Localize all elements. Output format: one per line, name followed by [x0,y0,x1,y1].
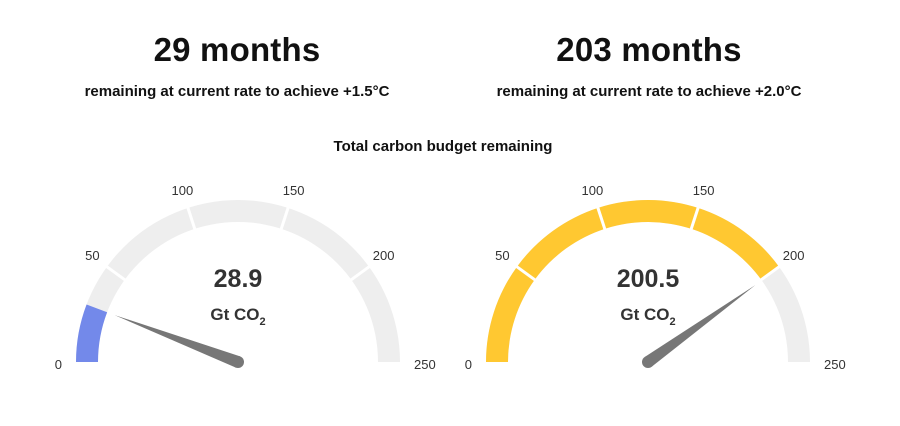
months-remaining-1p5: 29 months [153,31,321,68]
gauge-fill [486,200,780,362]
gauge-needle-hub [232,356,244,368]
gauge-tick-label: 100 [582,183,604,198]
gauge-tick-label: 200 [783,248,805,263]
gauge-tick-label: 250 [414,357,436,372]
gauge-needle [114,315,241,368]
gauge-tick-divider [759,264,781,282]
left-panel: 29 months remaining at current rate to a… [22,0,452,101]
gauge-tick-label: 200 [373,248,395,263]
gauge-needle-hub [642,356,654,368]
gauge-tick-divider [689,206,700,231]
months-description-2p0: remaining at current rate to achieve +2.… [496,83,802,100]
gauge-value-label: 200.5 [617,265,680,293]
gauge-tick-label: 0 [465,357,472,372]
gauge-tick-label: 50 [495,248,509,263]
gauge-tick-label: 0 [55,357,62,372]
gauge-tick-label: 50 [85,248,99,263]
gauge-fill [76,304,108,362]
gauge-tick-divider [515,264,537,282]
gauge-tick-divider [349,264,371,282]
months-remaining-2p0: 203 months [556,31,742,68]
gauge-tick-divider [596,206,607,231]
gauge-tick-label: 250 [824,357,846,372]
gauge-track [76,200,400,362]
months-description-1p5: remaining at current rate to achieve +1.… [84,83,390,100]
gauge-unit-label: Gt CO2 [620,305,675,328]
gauge-tick-label: 100 [172,183,194,198]
gauge-tick-divider [105,264,127,282]
gauge-tick-divider [279,206,290,231]
gauge-unit-label: Gt CO2 [210,305,265,328]
gauge-value-label: 28.9 [214,265,263,293]
gauge-needle [644,285,756,367]
gauge-tick-label: 150 [693,183,715,198]
budget-title: Total carbon budget remaining [333,138,553,155]
right-panel: 203 months remaining at current rate to … [434,0,864,101]
gauge-tick-label: 150 [283,183,305,198]
gauge-tick-divider [186,206,197,231]
